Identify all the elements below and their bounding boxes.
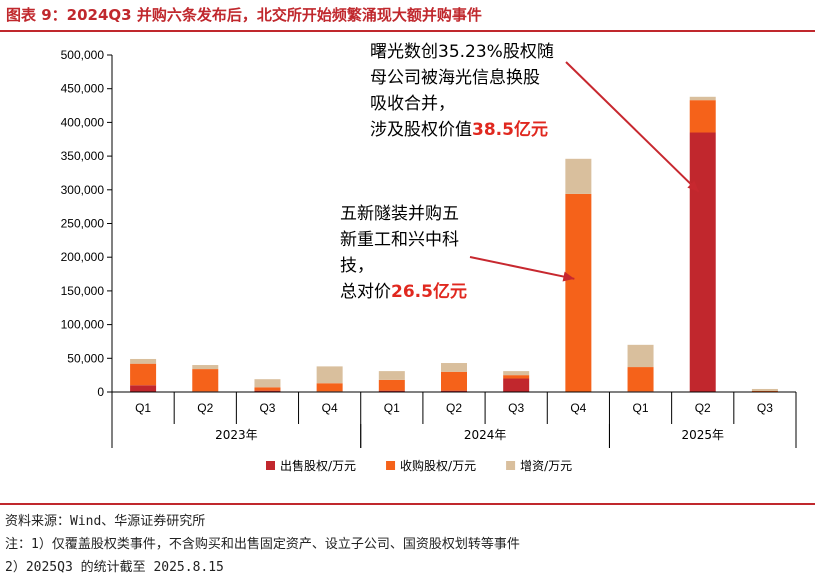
legend-label: 增资/万元 xyxy=(520,459,572,473)
stacked-bar-chart: 0 50,000 100,000 150,000 200,000 250,000 300,0… xyxy=(61,42,797,473)
legend-swatch xyxy=(386,461,396,470)
annotation-line: 新重工和兴中科 xyxy=(340,230,459,250)
bar-segment xyxy=(751,388,778,391)
annotation-value-emphasis: 38.5亿元 xyxy=(472,119,548,140)
bar-segment xyxy=(130,363,157,386)
x-tick-label: Q2 xyxy=(446,401,462,415)
bar-segment xyxy=(503,375,530,379)
annotation-value-line: 总对价26.5亿元 xyxy=(340,281,467,302)
annotation-line: 曙光数创35.23%股权随 xyxy=(370,42,554,62)
bar-segment xyxy=(254,387,281,391)
bar-segment xyxy=(316,383,343,392)
annotation-line: 五新隧装并购五 xyxy=(340,204,459,224)
year-label: 2023年 xyxy=(215,428,258,442)
annotation-value-prefix: 总对价 xyxy=(340,282,391,302)
bar-segment xyxy=(192,369,219,392)
bar-segment xyxy=(316,366,343,384)
annotation-line: 技， xyxy=(340,256,374,276)
annotation-arrow-line xyxy=(469,256,575,280)
bar-segment xyxy=(503,371,530,376)
annotation-arrow-head xyxy=(687,180,699,192)
x-tick-label: Q1 xyxy=(633,401,649,415)
bar-segment xyxy=(689,132,716,392)
legend-label: 出售股权/万元 xyxy=(280,458,356,473)
bar-segment xyxy=(441,390,467,392)
legend-label: 收购股权/万元 xyxy=(400,458,476,473)
bar-segment xyxy=(751,390,778,392)
y-tick-label: 50,000 xyxy=(67,351,104,365)
y-tick-label: 100,000 xyxy=(61,318,105,332)
y-tick-label: 250,000 xyxy=(61,217,105,231)
bar-segment xyxy=(130,358,157,364)
x-tick-label: Q1 xyxy=(135,401,151,415)
year-label: 2025年 xyxy=(681,428,724,442)
x-tick-label: Q3 xyxy=(508,401,524,415)
bar-segment xyxy=(689,100,716,133)
annotation-arrow-head xyxy=(562,271,575,282)
bar-segment xyxy=(689,96,716,101)
y-tick-label: 450,000 xyxy=(61,82,105,96)
bar-segment xyxy=(254,379,281,388)
footnote-1: 注：1）仅覆盖股权类事件，不含购买和出售固定资产、设立子公司、国资股权划转等事件 xyxy=(5,537,520,552)
y-tick-label: 350,000 xyxy=(61,149,105,163)
x-tick-label: Q3 xyxy=(757,401,773,415)
bar-segment xyxy=(254,390,281,392)
x-tick-label: Q2 xyxy=(695,401,711,415)
annotation-line: 吸收合并， xyxy=(370,94,455,114)
y-tick-label: 300,000 xyxy=(61,183,105,197)
chart-title: 图表 9：2024Q3 并购六条发布后，北交所开始频繁涌现大额并购事件 xyxy=(6,6,482,24)
annotation-line: 母公司被海光信息换股 xyxy=(370,68,540,88)
notes-divider xyxy=(0,503,815,505)
annotation-arrow-line xyxy=(565,61,700,193)
legend-swatch xyxy=(506,461,516,470)
year-label: 2024年 xyxy=(464,428,507,442)
x-tick-label: Q2 xyxy=(197,401,213,415)
annotation-value-line: 涉及股权价值38.5亿元 xyxy=(370,119,548,140)
footnote-2: 2）2025Q3 的统计截至 2025.8.15 xyxy=(5,560,224,575)
source-note: 资料来源：Wind、华源证券研究所 xyxy=(5,514,206,529)
bar-segment xyxy=(441,371,467,391)
bar-segment xyxy=(565,193,592,392)
bar-segment xyxy=(627,344,654,368)
y-tick-label: 400,000 xyxy=(61,115,105,129)
x-tick-label: Q1 xyxy=(384,401,400,415)
bar-segment xyxy=(378,379,405,391)
x-tick-label: Q4 xyxy=(322,401,338,415)
title-divider xyxy=(0,30,815,32)
x-tick-label: Q4 xyxy=(570,401,586,415)
x-tick-label: Q3 xyxy=(259,401,275,415)
bar-segment xyxy=(441,363,467,372)
bar-segment xyxy=(378,390,405,392)
bar-segment xyxy=(565,158,592,194)
legend-swatch xyxy=(266,461,275,470)
y-tick-label: 150,000 xyxy=(61,284,105,298)
bar-segment xyxy=(503,378,530,392)
y-tick-label: 0 xyxy=(97,385,104,399)
bar-segment xyxy=(378,371,405,380)
annotation-value-prefix: 涉及股权价值 xyxy=(370,120,472,140)
annotation-value-emphasis: 26.5亿元 xyxy=(391,281,467,302)
bar-segment xyxy=(130,385,157,392)
y-tick-label: 500,000 xyxy=(61,48,105,62)
bar-segment xyxy=(627,367,654,392)
y-tick-label: 200,000 xyxy=(61,250,105,264)
bar-segment xyxy=(192,365,219,370)
